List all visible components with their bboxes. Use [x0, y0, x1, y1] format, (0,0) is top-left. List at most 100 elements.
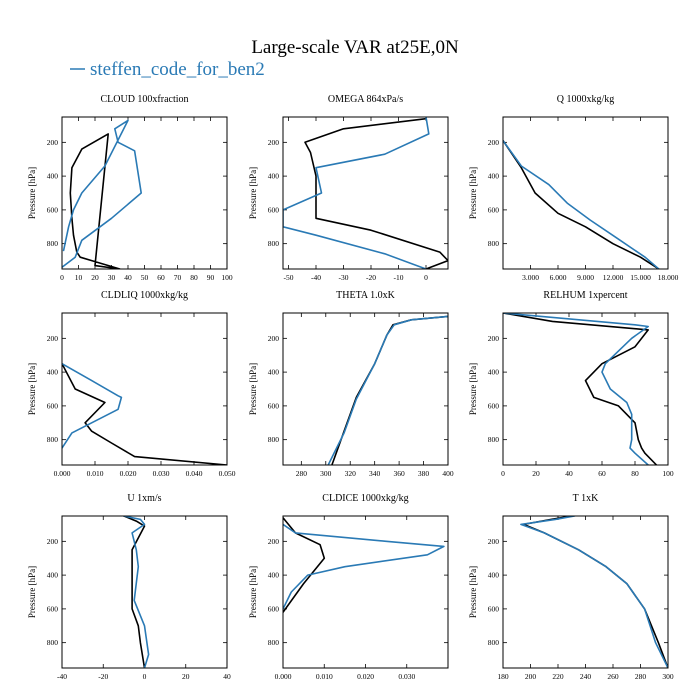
panel-frame	[282, 515, 449, 669]
panel: OMEGA 864xPa/s -50 -40 -30 -20 -10 0 200 400 600 8…	[248, 94, 449, 282]
panel: CLDICE 1000xkg/kg 0.000 0.010 0.020 0.030 200…	[248, 493, 449, 681]
y-axis-label: Pressure [hPa]	[468, 167, 478, 219]
x-tick-label: 10	[75, 273, 83, 282]
x-tick-label: -10	[394, 273, 404, 282]
panel-frame	[61, 312, 228, 466]
x-tick-label: 300	[662, 672, 674, 681]
y-axis-label: Pressure [hPa]	[468, 363, 478, 415]
panel-frame	[502, 312, 669, 466]
x-tick-label: 220	[552, 672, 564, 681]
x-tick-label: 0.030	[398, 672, 415, 681]
x-tick-label: 90	[207, 273, 215, 282]
series-line-reference	[331, 315, 448, 465]
x-tick-label: 360	[393, 469, 405, 478]
series-group	[62, 119, 142, 269]
x-tick-label: -30	[339, 273, 349, 282]
panel: CLDLIQ 1000xkg/kg 0.000 0.010 0.020 0.030 0.0…	[27, 290, 236, 478]
x-tick-label: 80	[190, 273, 198, 282]
x-tick-label: 3.000	[522, 273, 539, 282]
x-tick-label: 18.000	[658, 273, 679, 282]
y-axis-label: Pressure [hPa]	[27, 167, 37, 219]
panel: Q 1000xkg/kg 3.000 6.000 9.000 12.000 15.000 1…	[468, 94, 679, 282]
x-tick-label: 0.000	[54, 469, 71, 478]
x-tick-label: 0	[60, 273, 64, 282]
y-axis-label: Pressure [hPa]	[248, 167, 258, 219]
panel: U 1xm/s -40 -20 0 20 40 200 400 600 800 Pressure […	[27, 493, 231, 681]
series-line-reference	[283, 516, 326, 614]
series-line-reference	[304, 117, 448, 269]
y-tick-label: 600	[47, 604, 59, 613]
panel-frame	[502, 515, 669, 669]
series-line-steffen	[283, 523, 445, 610]
panel-title: U 1xm/s	[127, 493, 161, 504]
y-tick-label: 200	[47, 138, 59, 147]
series-line-steffen	[520, 516, 668, 668]
y-tick-label: 600	[488, 401, 500, 410]
y-tick-label: 200	[488, 537, 500, 546]
y-tick-label: 200	[268, 334, 280, 343]
y-tick-label: 800	[488, 435, 500, 444]
x-tick-label: 30	[108, 273, 116, 282]
y-tick-label: 600	[268, 205, 280, 214]
series-group	[327, 315, 448, 465]
panel-title: THETA 1.0xK	[336, 290, 395, 301]
x-tick-label: -50	[284, 273, 294, 282]
x-tick-label: 200	[525, 672, 537, 681]
x-tick-label: 60	[598, 469, 606, 478]
x-tick-label: 0.020	[120, 469, 137, 478]
panel: T 1xK 180 200 220 240 260 280 300 200 400 600 800 Pr…	[468, 493, 674, 681]
y-tick-label: 600	[268, 401, 280, 410]
y-tick-label: 400	[488, 172, 500, 181]
series-line-steffen	[62, 362, 123, 449]
x-tick-label: 40	[124, 273, 132, 282]
series-line-reference	[503, 139, 660, 269]
y-tick-label: 800	[47, 638, 59, 647]
series-group	[283, 516, 445, 614]
x-tick-label: 0.040	[186, 469, 203, 478]
x-tick-label: 100	[221, 273, 233, 282]
x-tick-label: 260	[607, 672, 619, 681]
y-tick-label: 400	[268, 368, 280, 377]
x-tick-label: 320	[345, 469, 357, 478]
x-tick-label: 400	[442, 469, 454, 478]
y-tick-label: 200	[268, 537, 280, 546]
panel-title: T 1xK	[573, 493, 599, 504]
y-axis-label: Pressure [hPa]	[27, 566, 37, 618]
x-tick-label: 0	[143, 672, 147, 681]
panel: RELHUM 1xpercent 0 20 40 60 80 100 200 400 600 800…	[468, 290, 674, 478]
x-tick-label: 0.000	[275, 672, 292, 681]
legend-label: steffen_code_for_ben2	[90, 59, 265, 80]
series-line-reference	[62, 362, 227, 465]
x-tick-label: 0.030	[153, 469, 170, 478]
x-tick-label: -40	[57, 672, 67, 681]
x-tick-label: 180	[497, 672, 509, 681]
y-tick-label: 200	[268, 138, 280, 147]
y-tick-label: 800	[47, 239, 59, 248]
x-tick-label: 50	[141, 273, 149, 282]
panel-title: Q 1000xkg/kg	[557, 94, 615, 105]
y-tick-label: 400	[47, 172, 59, 181]
panel: CLOUD 100xfraction 0 10 20 30 40 50 60 70 80 90 100…	[27, 94, 233, 282]
y-tick-label: 200	[488, 138, 500, 147]
x-tick-label: 0.010	[316, 672, 333, 681]
x-tick-label: 6.000	[550, 273, 567, 282]
y-tick-label: 600	[488, 205, 500, 214]
y-tick-label: 600	[488, 604, 500, 613]
panel: THETA 1.0xK 280 300 320 340 360 380 400 200 400 60…	[248, 290, 454, 478]
series-line-steffen	[62, 119, 142, 269]
y-tick-label: 400	[488, 368, 500, 377]
series-line-steffen	[283, 117, 430, 269]
x-tick-label: 0	[501, 469, 505, 478]
x-tick-label: 12.000	[603, 273, 624, 282]
x-tick-label: 20	[532, 469, 540, 478]
x-tick-label: -20	[366, 273, 376, 282]
y-tick-label: 800	[47, 435, 59, 444]
x-tick-label: 40	[565, 469, 573, 478]
x-tick-label: -40	[311, 273, 321, 282]
x-tick-label: 0.020	[357, 672, 374, 681]
y-tick-label: 200	[47, 537, 59, 546]
series-group	[62, 362, 227, 465]
y-axis-label: Pressure [hPa]	[248, 363, 258, 415]
series-line-reference	[123, 516, 146, 668]
